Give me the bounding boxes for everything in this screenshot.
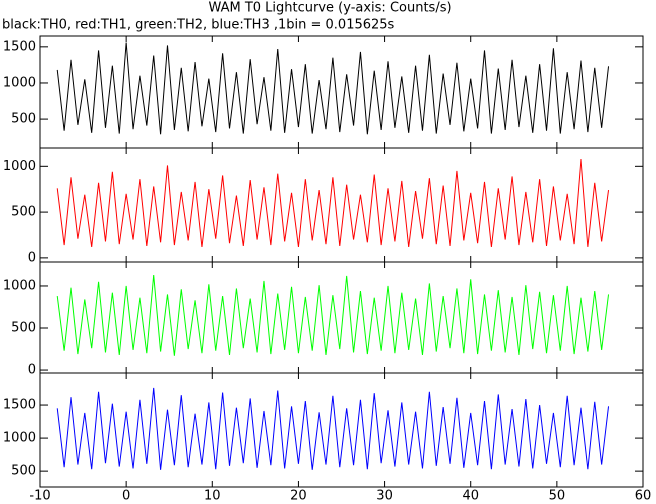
y-tick-label: 1000 (3, 278, 36, 293)
x-tick-label: 60 (635, 489, 652, 504)
x-tick-label: 10 (204, 489, 221, 504)
y-tick-label: 500 (11, 112, 36, 127)
x-tick-label: 0 (122, 489, 130, 504)
x-tick-label: 50 (549, 489, 566, 504)
y-tick-label: 500 (11, 205, 36, 220)
y-tick-label: 1500 (3, 398, 36, 413)
chart-title: WAM T0 Lightcurve (y-axis: Counts/s) (208, 1, 451, 16)
y-tick-label: 1000 (3, 75, 36, 90)
lightcurve (56, 42, 610, 135)
x-tick-label: 40 (462, 489, 479, 504)
x-tick-label: 20 (290, 489, 307, 504)
y-tick-label: 1500 (3, 39, 36, 54)
lightcurve (56, 387, 610, 470)
y-tick-label: 0 (28, 250, 36, 265)
x-tick-label: -10 (29, 489, 50, 504)
y-tick-label: 500 (11, 321, 36, 336)
panel-frame (39, 372, 644, 488)
x-tick-label: 30 (376, 489, 393, 504)
y-tick-label: 500 (11, 464, 36, 479)
y-tick-label: 0 (28, 363, 36, 378)
lightcurve (56, 274, 610, 356)
lightcurve (56, 158, 610, 247)
y-tick-label: 1000 (3, 431, 36, 446)
y-tick-label: 1000 (3, 159, 36, 174)
chart-subtitle: black:TH0, red:TH1, green:TH2, blue:TH3 … (2, 18, 395, 33)
